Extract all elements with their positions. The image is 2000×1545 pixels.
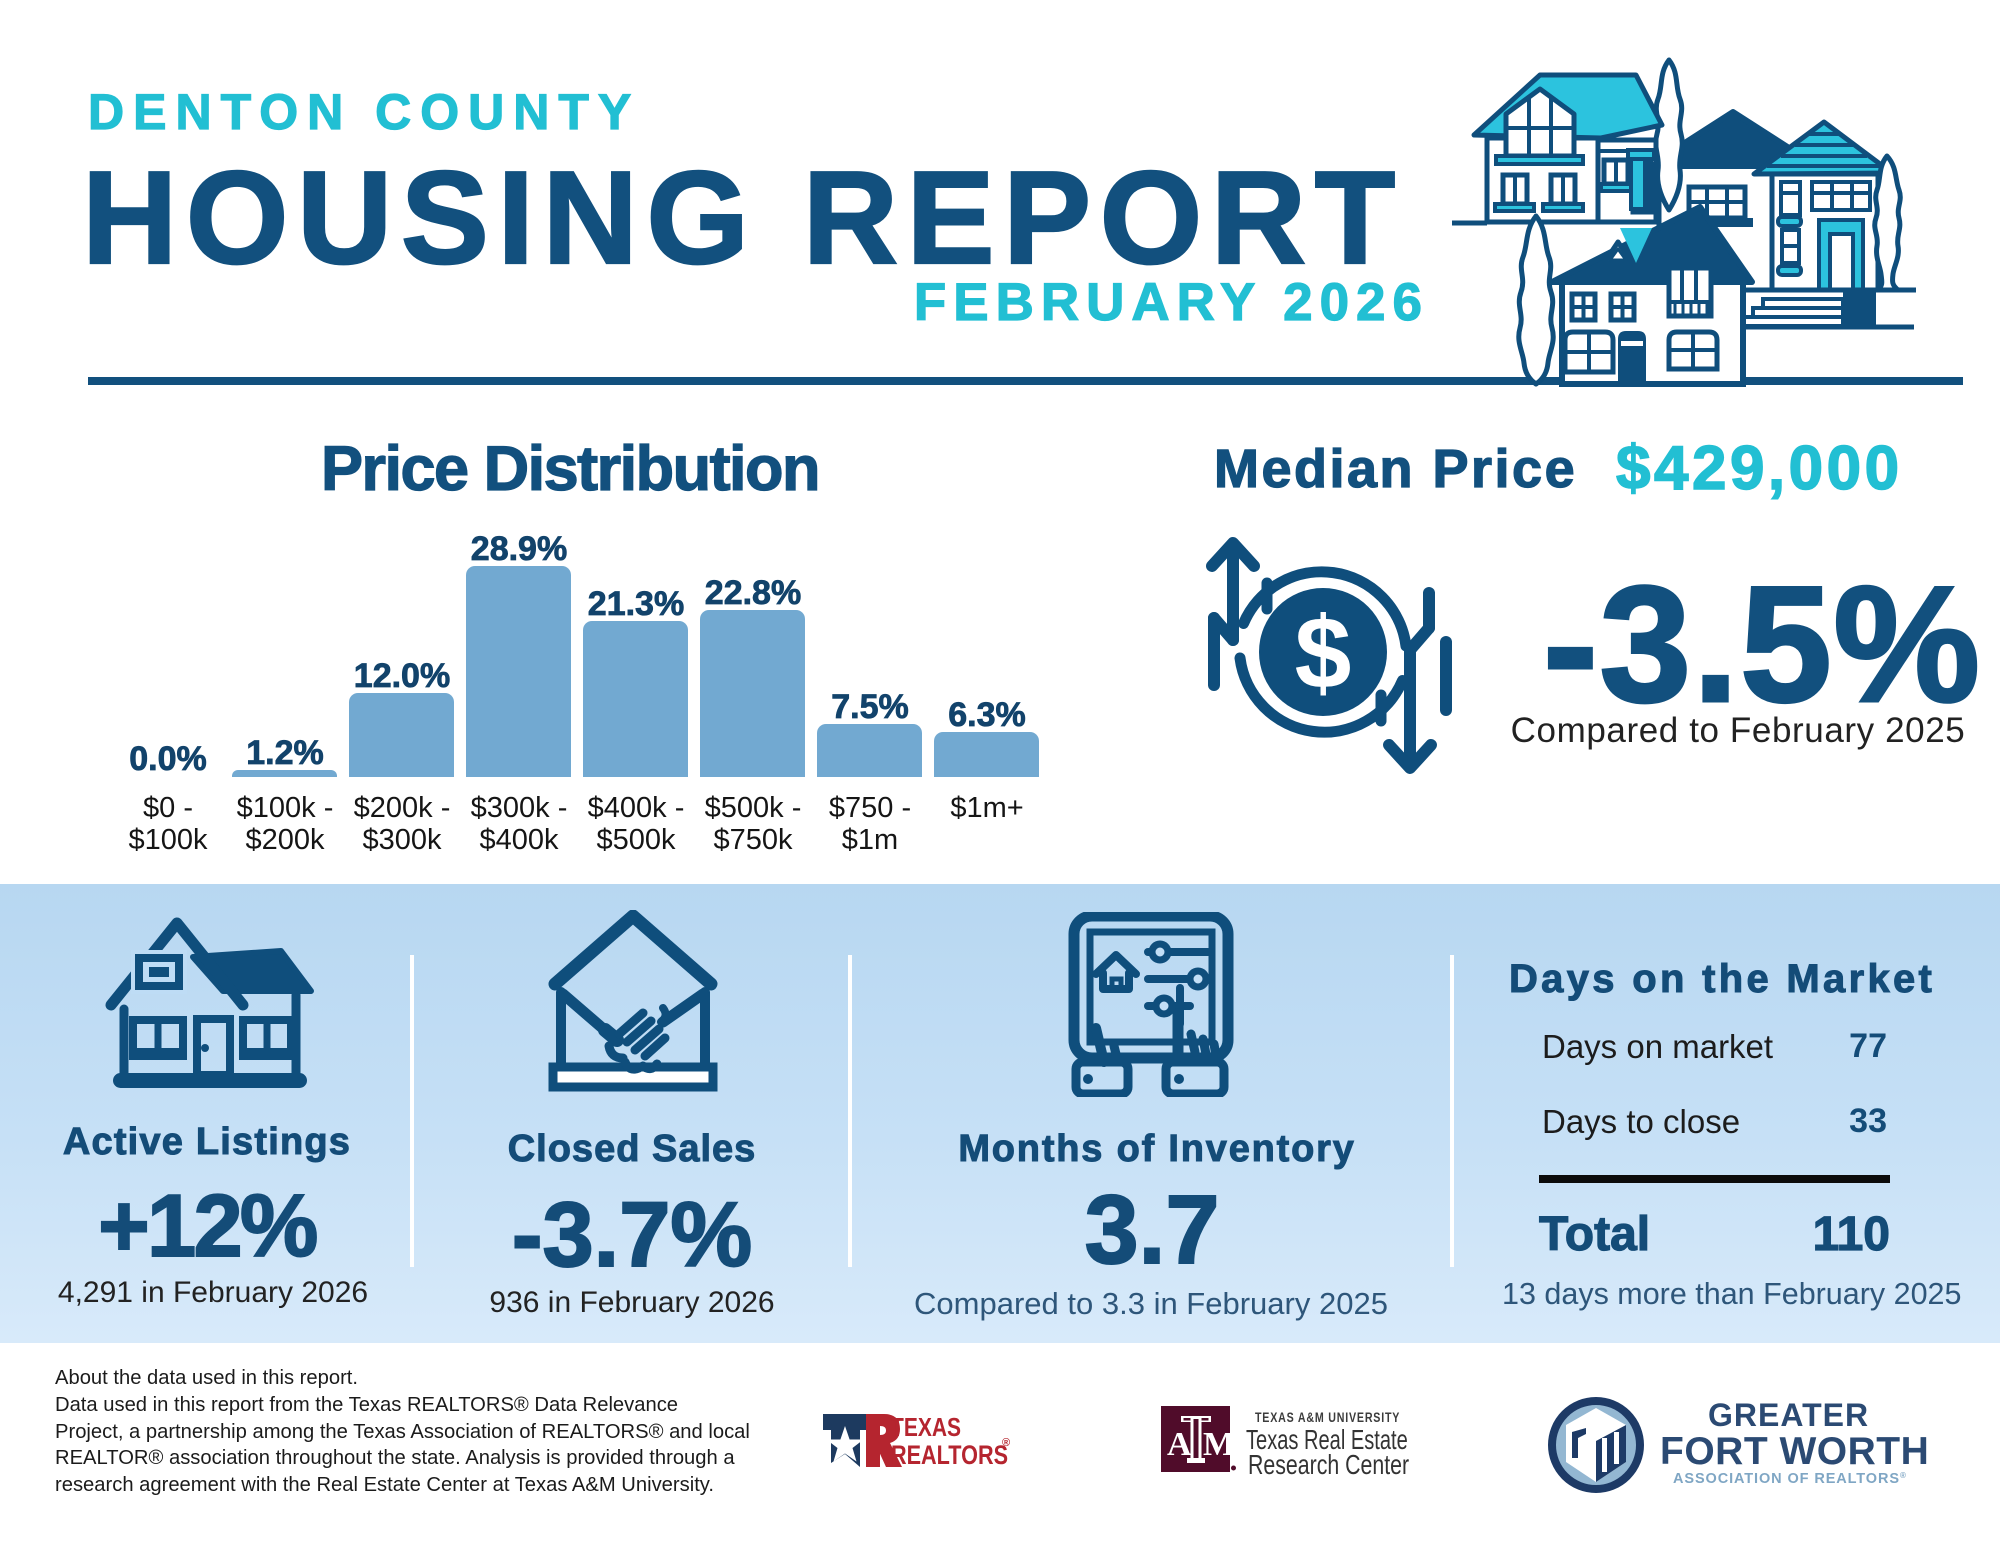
svg-text:$: $ (1295, 596, 1352, 710)
svg-text:REALTORS: REALTORS (891, 1440, 1008, 1470)
svg-text:A: A (1167, 1426, 1192, 1463)
svg-text:®: ® (1002, 1437, 1010, 1449)
svg-text:TEXAS: TEXAS (891, 1412, 961, 1442)
svg-text:M: M (1203, 1426, 1235, 1463)
